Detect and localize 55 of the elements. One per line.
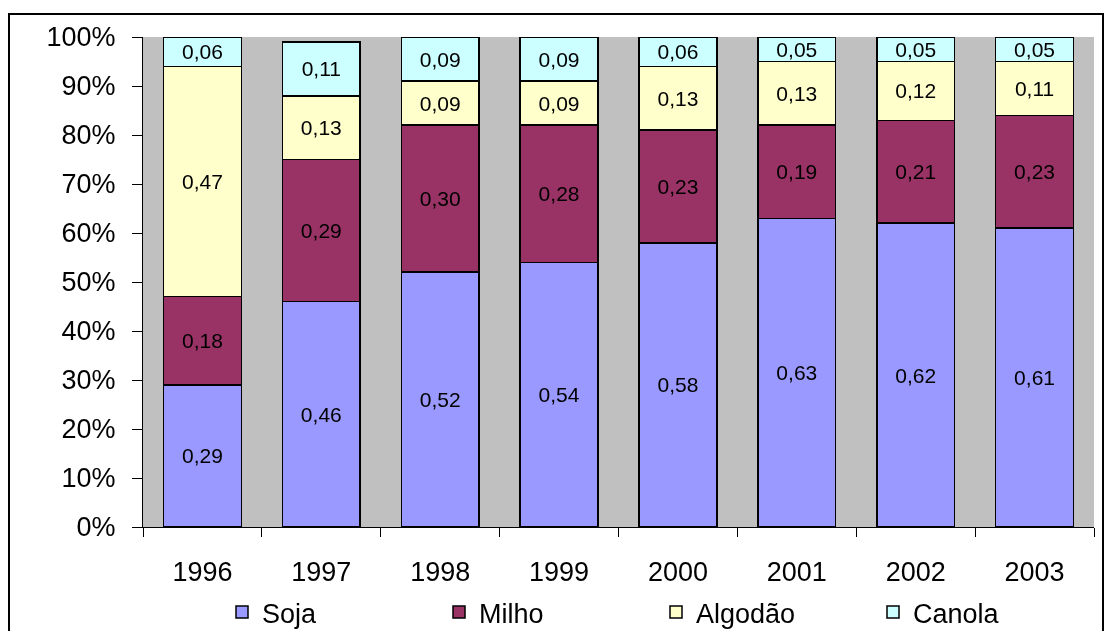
data-label: 0,61 [1014, 366, 1055, 390]
x-tick-label: 1996 [172, 557, 233, 588]
data-label: 0,12 [895, 79, 937, 103]
data-label: 0,29 [300, 219, 342, 243]
data-label: 0,29 [182, 444, 223, 468]
x-tick-label: 1997 [291, 557, 352, 588]
data-label: 0,05 [1014, 37, 1055, 61]
data-label: 0,28 [538, 182, 580, 206]
data-label: 0,13 [776, 81, 818, 105]
data-label: 0,19 [776, 160, 818, 184]
data-label: 0,09 [538, 91, 580, 115]
y-tick-label: 20% [61, 414, 116, 445]
y-tick-label: 90% [61, 71, 116, 102]
y-tick-label: 70% [61, 169, 116, 200]
legend-label: Milho [479, 598, 544, 629]
data-label: 0,09 [419, 47, 461, 71]
data-label: 0,09 [538, 47, 580, 71]
x-tick-label: 2001 [766, 557, 827, 588]
data-label: 0,47 [182, 170, 223, 194]
x-tick-label: 1999 [529, 557, 590, 588]
y-tick-label: 10% [61, 463, 116, 494]
data-label: 0,21 [895, 160, 937, 184]
y-tick-label: 100% [46, 22, 116, 53]
data-label: 0,06 [657, 40, 699, 64]
y-tick-label: 30% [61, 365, 116, 396]
data-label: 0,05 [776, 37, 818, 61]
data-label: 0,09 [419, 91, 461, 115]
data-label: 0,13 [300, 116, 342, 140]
y-tick-label: 50% [61, 267, 116, 298]
y-tick-label: 80% [61, 120, 116, 151]
legend-label: Soja [262, 598, 318, 629]
data-label: 0,58 [657, 373, 699, 397]
y-tick-label: 40% [61, 316, 116, 347]
data-label: 0,54 [538, 383, 580, 407]
data-label: 0,18 [182, 329, 223, 353]
data-label: 0,06 [182, 40, 223, 64]
data-label: 0,11 [1014, 76, 1055, 100]
x-tick-label: 2003 [1004, 557, 1065, 588]
data-label: 0,23 [657, 174, 699, 198]
data-label: 0,62 [895, 363, 937, 387]
y-tick-label: 60% [61, 218, 116, 249]
legend-label: Canola [913, 598, 1000, 629]
x-tick-label: 2002 [885, 557, 946, 588]
data-label: 0,13 [657, 86, 699, 110]
x-tick-label: 2000 [647, 557, 708, 588]
data-label: 0,23 [1014, 160, 1055, 184]
y-tick-label: 0% [76, 512, 116, 543]
data-label: 0,11 [301, 57, 341, 81]
data-label: 0,05 [895, 37, 937, 61]
data-label: 0,52 [419, 388, 461, 412]
x-tick-label: 1998 [410, 557, 471, 588]
legend-label: Algodão [696, 598, 796, 629]
data-label: 0,63 [776, 361, 818, 385]
data-label: 0,30 [419, 187, 461, 211]
data-label: 0,46 [300, 402, 342, 426]
